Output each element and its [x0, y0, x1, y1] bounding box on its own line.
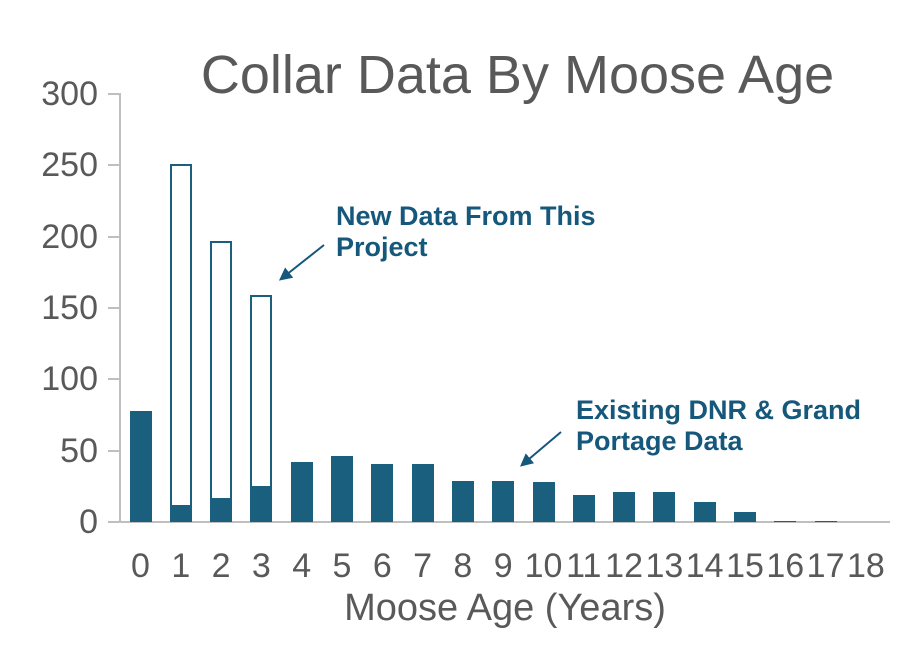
y-tick-label: 50: [60, 431, 98, 470]
x-tick-label: 17: [806, 547, 845, 585]
y-axis-tick: [108, 93, 120, 95]
x-tick-label: 11: [566, 547, 602, 585]
x-tick-label: 10: [524, 547, 563, 585]
annotation-new-data: New Data From This Project: [336, 201, 596, 262]
bar-existing-data: [653, 492, 676, 522]
y-tick-label: 200: [41, 217, 98, 256]
bar-existing-data: [411, 463, 434, 522]
annotation-arrow-new: [278, 244, 325, 281]
bar-existing-data: [532, 482, 555, 522]
x-tick-label: 3: [251, 547, 271, 585]
x-tick-label: 18: [846, 547, 885, 585]
y-axis-tick: [108, 235, 120, 238]
bar-new-project-outline: [169, 163, 192, 522]
x-tick-label: 0: [131, 547, 150, 585]
x-tick-label: 16: [766, 547, 805, 585]
y-axis-line: [119, 93, 121, 523]
y-axis-tick: [108, 307, 120, 309]
bar-existing-data: [492, 480, 515, 522]
bar-existing-data: [734, 512, 756, 522]
bar-existing-data: [613, 492, 636, 522]
y-tick-label: 100: [41, 360, 98, 399]
bar-new-project-outline: [210, 240, 233, 522]
y-axis-tick: [108, 164, 120, 167]
bar-existing-data: [129, 410, 152, 522]
x-tick-label: 2: [211, 547, 231, 585]
chart-title: Collar Data By Moose Age: [200, 45, 835, 105]
x-tick-label: 6: [372, 547, 392, 585]
y-tick-label: 300: [41, 75, 98, 113]
x-tick-label: 5: [332, 547, 352, 585]
bar-existing-data: [693, 502, 716, 522]
x-tick-label: 14: [685, 547, 724, 585]
bar-existing-data: [331, 456, 353, 522]
bar-existing-data: [572, 494, 595, 522]
y-tick-label: 150: [41, 289, 98, 327]
y-axis-tick: [108, 449, 120, 452]
x-tick-label: 12: [605, 547, 643, 585]
x-tick-label: 4: [292, 547, 312, 585]
bar-existing-data: [290, 462, 313, 522]
x-tick-label: 8: [453, 547, 473, 585]
x-tick-label: 7: [413, 547, 433, 585]
y-tick-label: 250: [41, 146, 98, 185]
x-tick-label: 15: [726, 547, 764, 585]
x-tick-label: 9: [493, 547, 513, 585]
annotation-existing-data: Existing DNR & Grand Portage Data: [576, 395, 862, 456]
bar-existing-data: [210, 497, 233, 522]
y-axis-tick: [108, 378, 120, 381]
bar-existing-data: [451, 480, 474, 522]
x-tick-label: 1: [171, 547, 191, 585]
x-tick-label: 13: [645, 547, 684, 585]
bar-existing-data: [814, 520, 837, 522]
bar-existing-data: [371, 463, 394, 522]
annotation-arrow-existing: [520, 431, 562, 467]
bar-existing-data: [169, 504, 192, 522]
x-axis-title: Moose Age (Years): [344, 587, 666, 629]
x-axis-line: [119, 521, 890, 523]
y-axis-tick: [108, 521, 120, 523]
y-tick-label: 0: [79, 503, 98, 541]
bar-existing-data: [250, 486, 273, 522]
bar-existing-data: [774, 520, 797, 522]
